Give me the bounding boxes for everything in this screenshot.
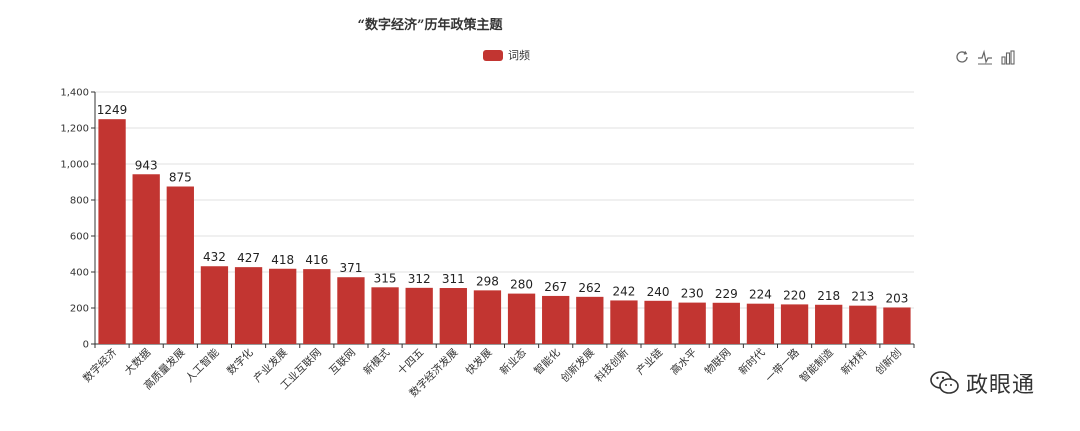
- bar[interactable]: [815, 304, 843, 344]
- bar-chart-icon[interactable]: [1000, 49, 1016, 65]
- y-tick-label: 1,200: [60, 124, 89, 135]
- x-tick-label: 物联网: [702, 346, 733, 377]
- bar[interactable]: [234, 267, 263, 344]
- bar[interactable]: [98, 119, 126, 345]
- x-tick-label: 智能制造: [797, 346, 836, 385]
- x-tick-label: 科技创新: [592, 346, 631, 385]
- data-label: 298: [476, 274, 499, 288]
- data-label: 427: [237, 251, 260, 265]
- y-tick-label: 0: [83, 340, 89, 351]
- data-label: 267: [544, 280, 567, 294]
- data-label: 416: [305, 253, 328, 267]
- bar[interactable]: [507, 293, 536, 344]
- x-tick-label: 数字经济: [80, 346, 119, 385]
- data-label: 220: [783, 288, 806, 302]
- bar[interactable]: [439, 288, 467, 344]
- x-tick-label: 十四五: [395, 346, 426, 377]
- bar[interactable]: [780, 304, 809, 344]
- y-tick-label: 800: [70, 196, 89, 207]
- y-tick-label: 200: [70, 304, 89, 315]
- bar[interactable]: [883, 307, 911, 344]
- line-chart-icon[interactable]: [977, 49, 993, 65]
- chart-toolbox: [954, 49, 1016, 65]
- axes: [91, 91, 915, 348]
- data-label: 230: [681, 287, 704, 301]
- bar[interactable]: [610, 300, 638, 344]
- data-label: 432: [203, 250, 226, 264]
- bar[interactable]: [405, 287, 433, 344]
- chart-title: “数字经济”历年政策主题: [357, 18, 503, 33]
- x-tick-label: 智能化: [531, 346, 563, 378]
- y-tick-labels: 0 200 400 600 800 1,000 1,200 1,400: [60, 88, 89, 351]
- data-label: 315: [374, 271, 397, 285]
- data-label: 224: [749, 288, 772, 302]
- bar[interactable]: [166, 186, 194, 345]
- bar[interactable]: [849, 305, 877, 344]
- bar[interactable]: [542, 295, 570, 344]
- x-tick-label: 人工智能: [183, 346, 222, 385]
- grid-lines: [95, 91, 914, 309]
- data-label: 312: [408, 272, 431, 286]
- x-tick-label: 互联网: [327, 347, 358, 378]
- x-tick-label: 新模式: [361, 346, 393, 378]
- x-tick-label: 高水平: [668, 346, 699, 377]
- data-label: 262: [578, 281, 601, 295]
- data-label: 203: [885, 291, 908, 305]
- x-tick-label: 创新发展: [558, 346, 597, 385]
- bar[interactable]: [644, 300, 672, 344]
- data-label: 418: [271, 253, 294, 267]
- x-tick-label: 创新创: [873, 346, 904, 377]
- x-tick-label: 一带一路: [763, 346, 802, 385]
- y-tick-label: 400: [70, 268, 89, 279]
- x-tick-label: 新时代: [736, 346, 768, 378]
- bar[interactable]: [576, 296, 604, 344]
- x-tick-label: 大数据: [122, 346, 154, 378]
- data-label: 213: [851, 290, 874, 304]
- data-label: 1249: [97, 103, 128, 117]
- bar[interactable]: [712, 302, 740, 344]
- x-tick-label: 产业链: [634, 346, 666, 378]
- data-label: 229: [715, 287, 738, 301]
- y-tick-label: 1,000: [60, 160, 89, 171]
- data-label: 240: [647, 285, 670, 299]
- wechat-icon: [930, 371, 959, 394]
- data-label: 943: [135, 158, 158, 172]
- x-tick-label: 新业态: [497, 346, 529, 378]
- x-tick-label: 数字化: [224, 346, 256, 378]
- data-label: 242: [612, 284, 635, 298]
- data-label: 311: [442, 272, 465, 286]
- y-tick-label: 1,400: [60, 88, 89, 99]
- x-tick-label: 新材料: [838, 346, 870, 378]
- bar[interactable]: [678, 302, 706, 344]
- data-label: 280: [510, 278, 533, 292]
- bar[interactable]: [746, 303, 775, 344]
- data-label: 875: [169, 171, 192, 185]
- watermark: 政眼通: [930, 367, 1035, 399]
- bar[interactable]: [303, 269, 331, 344]
- bar[interactable]: [132, 174, 160, 344]
- bar[interactable]: [269, 268, 297, 344]
- legend-label: 词频: [508, 49, 530, 62]
- x-tick-label: 快发展: [463, 346, 495, 378]
- restore-icon[interactable]: [954, 49, 970, 65]
- data-label: 371: [339, 261, 362, 275]
- data-label: 218: [817, 289, 840, 303]
- legend-swatch: [483, 49, 503, 61]
- data-labels: 1249 943 875 432 427 418 416 371 315 312 311 298 280…: [97, 103, 909, 305]
- bars: [98, 119, 911, 345]
- bar[interactable]: [337, 277, 365, 344]
- y-tick-label: 600: [70, 232, 89, 243]
- legend[interactable]: 词频: [483, 47, 530, 63]
- bar[interactable]: [473, 290, 502, 344]
- bar[interactable]: [200, 266, 229, 344]
- watermark-text: 政眼通: [966, 373, 1036, 398]
- bar[interactable]: [371, 287, 399, 344]
